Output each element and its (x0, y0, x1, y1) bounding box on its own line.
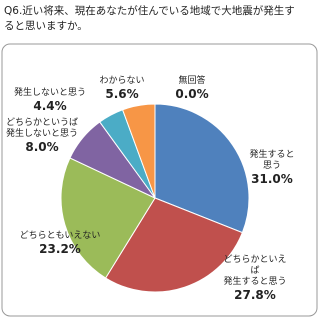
category-label: どちらかといえば 発生すると思う (223, 255, 287, 287)
chart-title: Q6.近い将来、現在あなたが住んでいる地域で大地震が発生すると思いますか。 (4, 5, 295, 32)
pie-slice (60, 157, 156, 279)
pie-slice (154, 103, 250, 234)
pie-slice (104, 197, 244, 293)
slice-label: どちらともいえない 23.2% (20, 231, 101, 256)
value-label: 31.0% (251, 172, 293, 186)
value-label: 27.8% (234, 288, 276, 302)
frame (1, 43, 318, 317)
slice-label: どちらかといえば 発生すると思う 27.8% (223, 255, 288, 302)
category-label: どちらともいえない (19, 231, 101, 241)
category-label: どちらかというば 発生しないと思う (5, 118, 79, 139)
slice-label: 無回答 0.0% (175, 76, 208, 101)
slice-label: 発生しないと思う 4.4% (14, 88, 86, 113)
category-label: 発生すると思う (249, 150, 295, 171)
value-label: 5.6% (105, 87, 139, 101)
category-label: 発生しないと思う (13, 88, 87, 98)
value-label: 8.0% (25, 140, 59, 154)
category-label: わからない (99, 76, 145, 86)
value-label: 4.4% (33, 99, 67, 113)
slice-label: わからない 5.6% (99, 76, 144, 101)
value-label: 23.2% (39, 242, 81, 256)
category-label: 無回答 (178, 76, 206, 86)
slice-label: どちらかというば 発生しないと思う 8.0% (6, 118, 78, 154)
value-label: 0.0% (175, 87, 209, 101)
slice-label: 発生すると思う 31.0% (248, 150, 296, 186)
